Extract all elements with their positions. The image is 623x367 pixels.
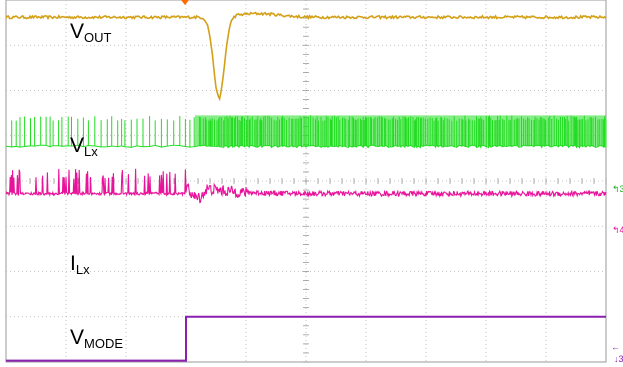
ilx-trace xyxy=(5,168,607,204)
vlx-label: VLx xyxy=(70,134,98,159)
ilx-label: ILx xyxy=(70,252,90,277)
grid xyxy=(5,0,607,363)
vmode-label-main: V xyxy=(70,326,84,349)
vlx-switching-band xyxy=(195,115,606,147)
vout-label-main: V xyxy=(70,20,84,43)
vout-label: VOUT xyxy=(70,20,112,45)
channel-mode-marker: ← xyxy=(611,342,620,352)
channel-mode-marker-num: ↓3 xyxy=(614,354,623,364)
channel-3-marker: ↰3 xyxy=(612,184,623,194)
vout-trace xyxy=(5,11,607,102)
vmode-label: VMODE xyxy=(70,326,123,351)
vlx-label-sub: Lx xyxy=(84,144,98,159)
vout-label-sub: OUT xyxy=(84,30,112,45)
trace-labels: VOUT VLx ILx VMODE xyxy=(70,20,123,351)
vmode-label-sub: MODE xyxy=(84,336,123,351)
trigger-marker xyxy=(181,0,189,5)
vmode-trace xyxy=(6,315,606,362)
vlx-label-main: V xyxy=(70,134,84,157)
ilx-label-sub: Lx xyxy=(76,262,90,277)
traces xyxy=(5,11,607,362)
channel-4-marker: ↰4 xyxy=(612,225,623,235)
channel-markers: ↰3 ↰4 ← ↓3 xyxy=(181,0,623,364)
ilx-label-main: I xyxy=(70,252,76,275)
